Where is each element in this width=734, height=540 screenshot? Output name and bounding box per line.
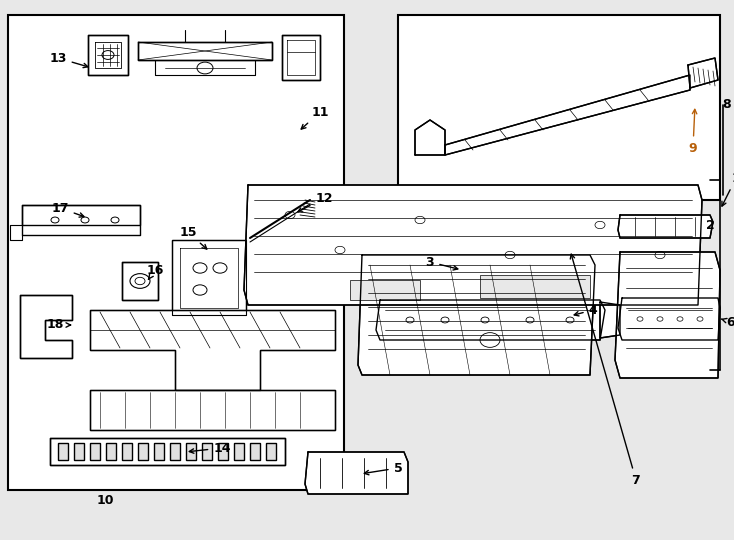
Polygon shape: [282, 35, 320, 80]
Polygon shape: [266, 443, 276, 460]
Text: 7: 7: [570, 254, 640, 487]
Text: 12: 12: [298, 192, 333, 212]
Polygon shape: [376, 300, 605, 340]
Text: 11: 11: [301, 105, 329, 129]
Text: 1: 1: [722, 172, 734, 206]
Polygon shape: [88, 35, 128, 75]
Polygon shape: [90, 443, 100, 460]
Bar: [8, 15, 344, 490]
Polygon shape: [600, 302, 620, 338]
Polygon shape: [154, 443, 164, 460]
Polygon shape: [122, 262, 158, 300]
Polygon shape: [618, 298, 720, 340]
Polygon shape: [90, 310, 335, 390]
Polygon shape: [170, 443, 180, 460]
Polygon shape: [480, 275, 590, 298]
Polygon shape: [218, 443, 228, 460]
Polygon shape: [20, 295, 72, 358]
Polygon shape: [358, 255, 595, 375]
Polygon shape: [618, 215, 713, 238]
Text: 9: 9: [688, 109, 697, 154]
Text: 3: 3: [426, 255, 458, 270]
Bar: [398, 15, 720, 200]
Polygon shape: [615, 252, 720, 378]
Polygon shape: [305, 452, 408, 494]
Polygon shape: [445, 75, 690, 155]
Polygon shape: [58, 443, 68, 460]
Polygon shape: [244, 185, 702, 305]
Polygon shape: [350, 280, 420, 300]
Polygon shape: [688, 58, 718, 88]
Polygon shape: [22, 205, 140, 225]
Text: 10: 10: [96, 494, 114, 507]
Text: 16: 16: [146, 264, 164, 279]
Text: 6: 6: [722, 315, 734, 328]
Polygon shape: [90, 390, 335, 430]
Polygon shape: [74, 443, 84, 460]
Text: 17: 17: [51, 201, 84, 217]
Text: 14: 14: [189, 442, 230, 455]
Polygon shape: [122, 443, 132, 460]
Polygon shape: [172, 240, 246, 315]
Polygon shape: [50, 438, 285, 465]
Polygon shape: [234, 443, 244, 460]
Polygon shape: [106, 443, 116, 460]
Text: 5: 5: [364, 462, 402, 475]
Text: 13: 13: [49, 51, 88, 68]
Text: 18: 18: [46, 319, 70, 332]
Polygon shape: [415, 120, 445, 155]
Polygon shape: [202, 443, 212, 460]
Text: 4: 4: [574, 303, 597, 316]
Polygon shape: [250, 443, 260, 460]
Polygon shape: [138, 443, 148, 460]
Text: 15: 15: [179, 226, 207, 249]
Text: 8: 8: [723, 98, 731, 111]
Polygon shape: [138, 42, 272, 60]
Text: 2: 2: [705, 219, 714, 232]
Polygon shape: [186, 443, 196, 460]
